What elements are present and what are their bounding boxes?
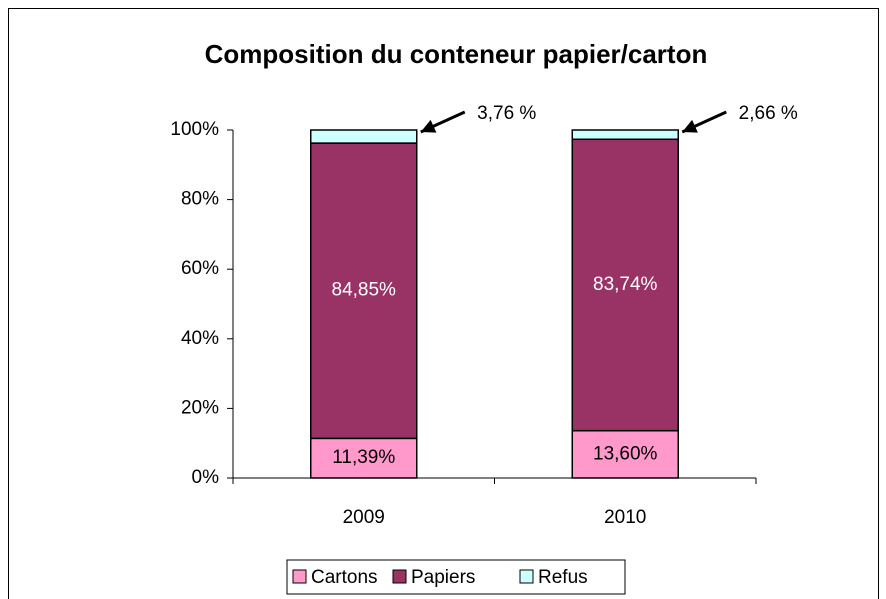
annotation-arrowhead	[420, 119, 437, 133]
legend-box	[286, 559, 626, 595]
bar-segment	[310, 142, 418, 440]
legend-swatch	[392, 569, 407, 584]
y-tick-label: 0%	[192, 467, 220, 488]
bar-segment	[571, 429, 679, 479]
chart-frame	[8, 8, 879, 599]
y-tick-label: 20%	[181, 397, 219, 418]
annotation-arrowhead	[682, 119, 698, 133]
x-tick-label: 2009	[343, 507, 385, 528]
y-tick-label: 40%	[181, 328, 219, 349]
y-tick-label: 80%	[181, 189, 219, 210]
legend-label: Papiers	[411, 567, 475, 588]
bar-segment	[571, 138, 679, 432]
data-label: 11,39%	[332, 447, 395, 468]
y-tick-label: 100%	[170, 119, 219, 140]
bar-segment	[310, 437, 418, 479]
data-label: 83,74%	[593, 274, 658, 295]
bar-segment	[310, 129, 418, 144]
y-tick-label: 60%	[181, 258, 219, 279]
bar-segment	[571, 129, 679, 141]
chart-title: Composition du conteneur papier/carton	[205, 39, 708, 69]
data-label: 13,60%	[593, 443, 658, 464]
legend-swatch	[292, 569, 307, 584]
data-label: 84,85%	[332, 280, 397, 301]
legend-label: Refus	[538, 567, 588, 588]
legend-swatch	[519, 569, 534, 584]
data-label: 2,66 %	[739, 103, 798, 124]
data-label: 3,76 %	[477, 103, 536, 124]
legend-label: Cartons	[311, 567, 378, 588]
x-tick-label: 2010	[604, 507, 646, 528]
